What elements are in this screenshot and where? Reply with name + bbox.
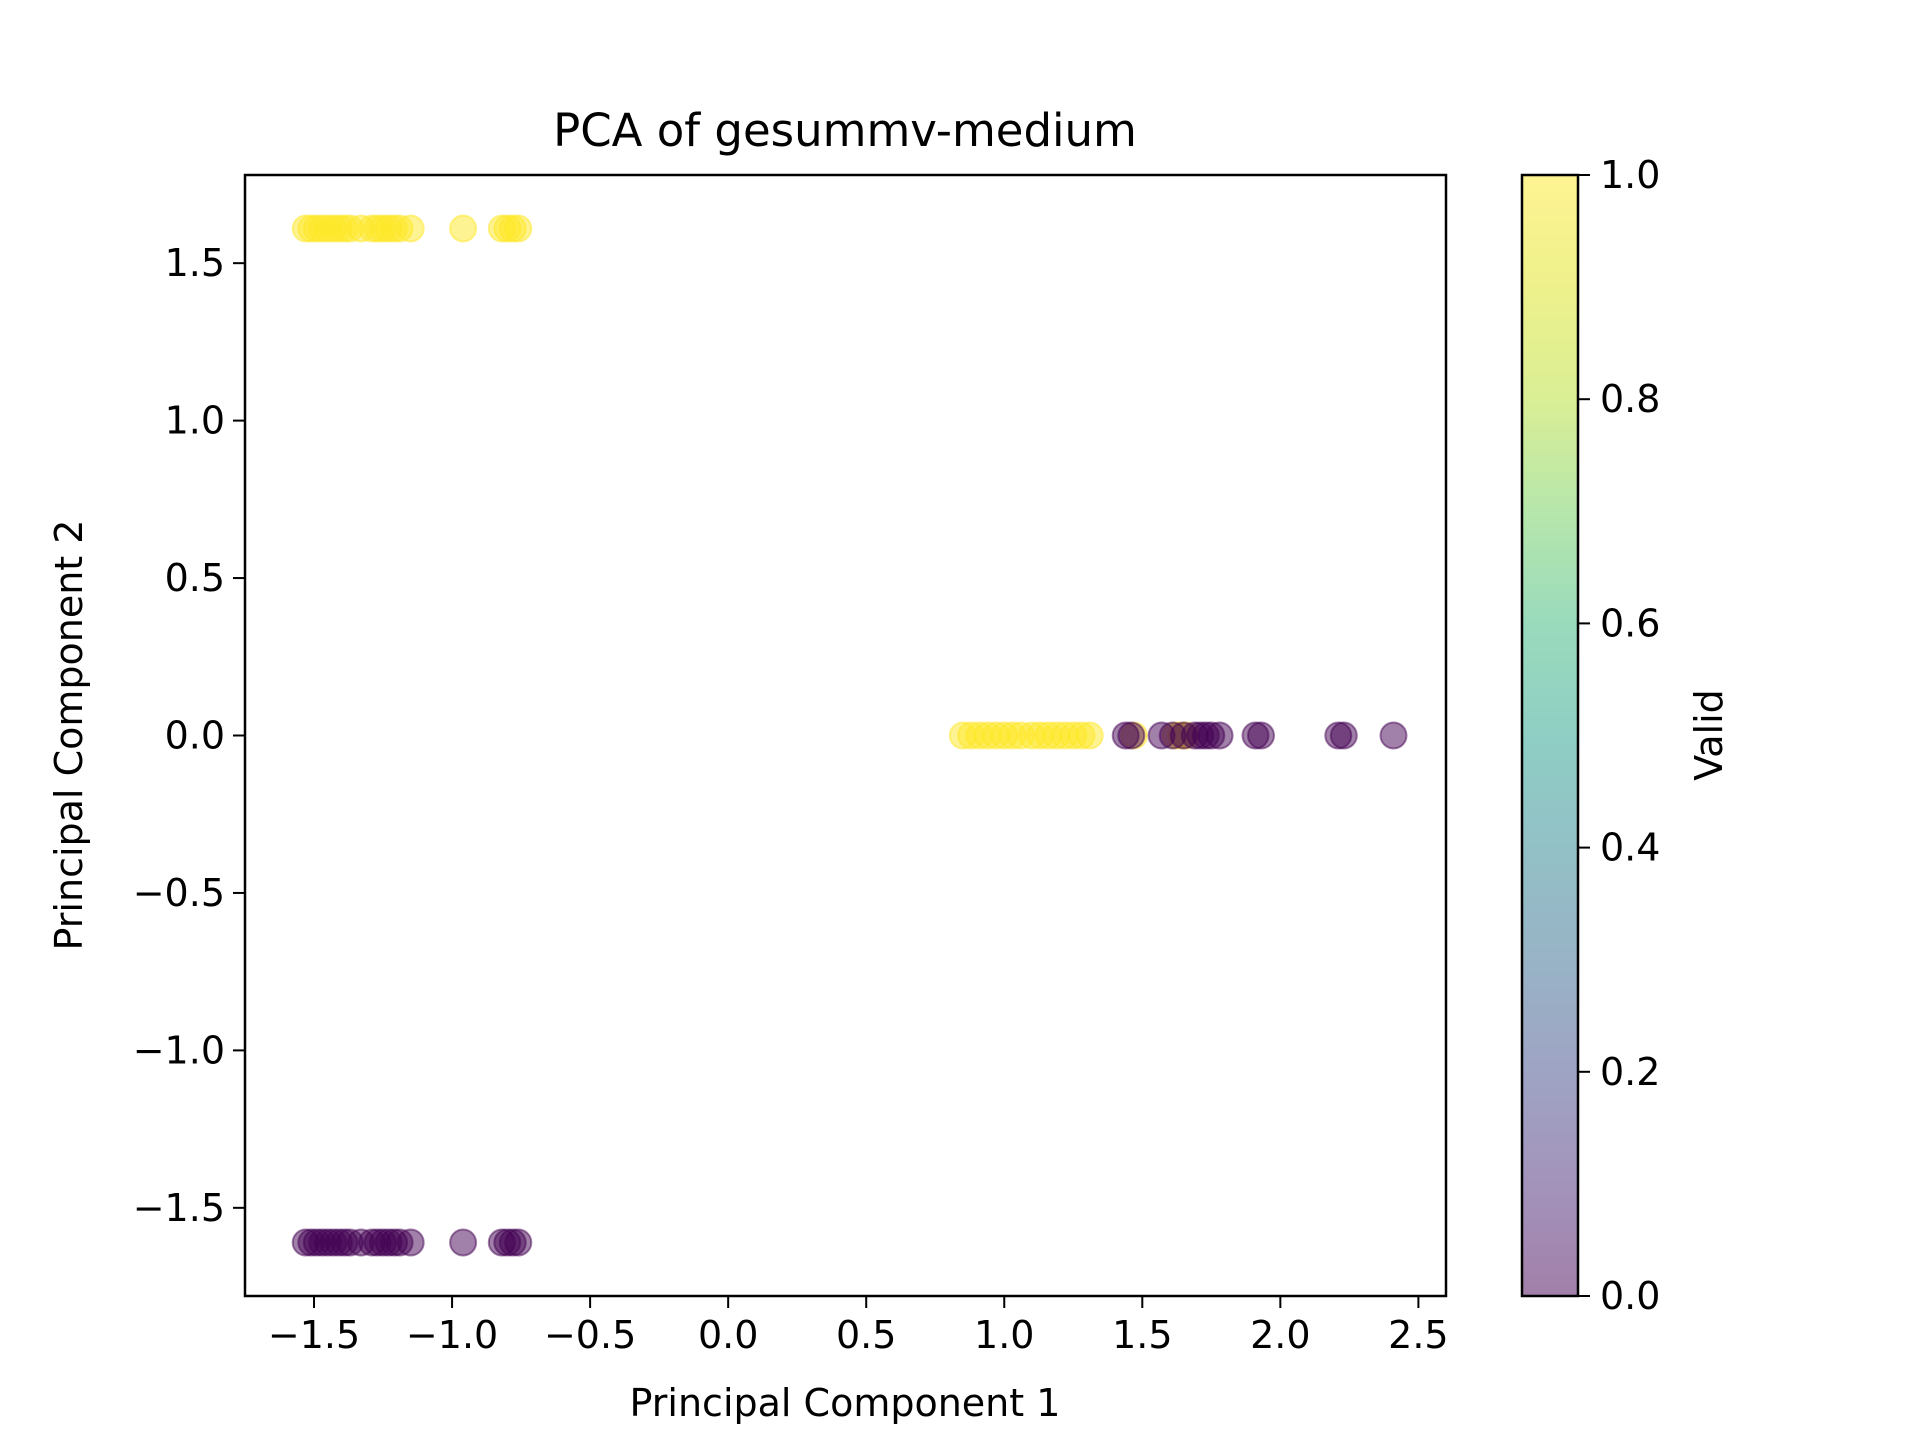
colorbar-label: Valid [1687,689,1731,781]
colorbar-tick-label: 0.4 [1600,826,1660,870]
y-tick-label: 0.5 [165,556,225,600]
y-tick-label: −1.5 [133,1186,225,1230]
colorbar-axis: 0.0 0.2 0.4 0.6 0.8 1.0 [1578,153,1660,1318]
point-valid [396,214,425,243]
point-invalid [1205,721,1234,750]
y-tick-label: −0.5 [133,871,225,915]
y-tick-label: 1.0 [165,399,225,443]
x-tick-label: 2.5 [1388,1313,1448,1357]
colorbar-tick-label: 0.6 [1600,601,1660,645]
scatter-points [291,214,1408,1257]
x-tick-label: 0.0 [698,1313,758,1357]
colorbar-tick-label: 0.8 [1600,377,1660,421]
x-axis: −1.5 −1.0 −0.5 0.0 0.5 1.0 1.5 2.0 2.5 [268,1296,1449,1357]
colorbar-tick-label: 0.2 [1600,1050,1660,1094]
x-axis-label: Principal Component 1 [630,1381,1061,1425]
y-tick-label: 1.5 [165,241,225,285]
point-valid [504,214,533,243]
y-axis-label: Principal Component 2 [47,520,91,951]
point-valid [1075,721,1104,750]
point-invalid [1379,721,1408,750]
x-tick-label: 2.0 [1250,1313,1310,1357]
point-invalid [449,1228,478,1257]
point-invalid [1247,721,1275,750]
x-tick-label: 0.5 [836,1313,896,1357]
colorbar-tick-label: 1.0 [1600,153,1660,197]
x-tick-label: −0.5 [544,1313,636,1357]
x-tick-label: 1.5 [1112,1313,1172,1357]
point-invalid [1117,721,1146,750]
point-invalid [396,1228,425,1257]
x-tick-label: −1.5 [268,1313,360,1357]
point-invalid [504,1228,533,1257]
colorbar [1520,173,1580,1298]
plot-frame [243,173,1448,1298]
point-invalid [1329,721,1358,750]
point-valid [449,214,478,243]
x-tick-label: −1.0 [406,1313,498,1357]
chart-title: PCA of gesummv-medium [553,104,1137,157]
colorbar-tick-label: 0.0 [1600,1274,1660,1318]
y-tick-label: −1.0 [133,1028,225,1072]
x-tick-label: 1.0 [974,1313,1034,1357]
y-tick-label: 0.0 [165,714,225,758]
y-axis: −1.5 −1.0 −0.5 0.0 0.5 1.0 1.5 [133,241,245,1230]
